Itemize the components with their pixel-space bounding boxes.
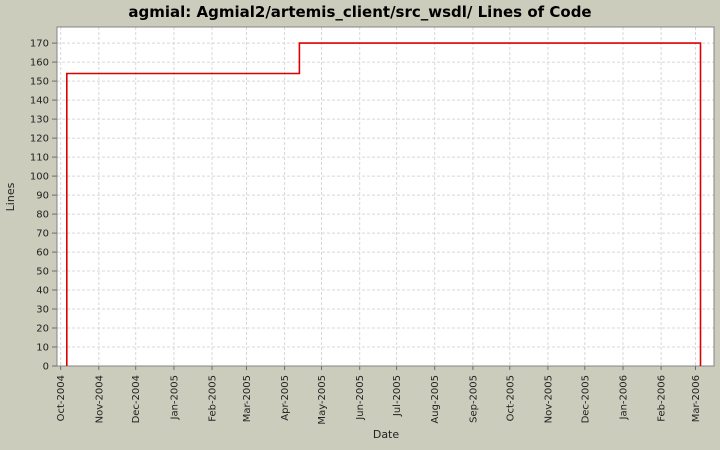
x-tick-label: Apr-2005 [280, 375, 291, 421]
x-tick-label: Aug-2005 [430, 375, 441, 424]
y-tick-label: 90 [36, 191, 49, 202]
plot-layer: 0 10 20 30 40 50 60 70 80 90 100 110 120 130 140 150 160… [30, 26, 715, 425]
series-line [66, 42, 702, 366]
y-axis-title: Lines [4, 182, 17, 211]
y-tick-label: 0 [43, 362, 49, 373]
x-tick-label: Jan-2006 [619, 375, 630, 420]
x-tick-label: Jul-2005 [392, 375, 403, 417]
x-tick-label: Feb-2005 [208, 375, 219, 422]
x-tick-label: Dec-2004 [131, 375, 142, 423]
plot-border [56, 26, 715, 367]
x-tick-label: May-2005 [317, 375, 328, 425]
tick-marks [52, 42, 696, 370]
x-tick-label: Oct-2004 [56, 375, 67, 421]
y-tick-label: 80 [36, 210, 49, 221]
x-tick-label: Feb-2006 [657, 375, 668, 422]
x-tick-label: Jun-2005 [355, 375, 366, 421]
y-tick-label: 40 [36, 286, 49, 297]
y-tick-label: 130 [30, 115, 49, 126]
y-tick-label: 70 [36, 229, 49, 240]
x-tick-label: Nov-2005 [543, 375, 554, 423]
y-tick-label: 110 [30, 153, 49, 164]
plot-area [57, 27, 714, 366]
y-tick-label: 50 [36, 267, 49, 278]
y-tick-label: 60 [36, 248, 49, 259]
y-tick-label: 160 [30, 58, 49, 69]
y-tick-label: 20 [36, 324, 49, 335]
chart-title: agmial: Agmial2/artemis_client/src_wsdl/… [128, 3, 592, 21]
x-tick-label: Nov-2004 [94, 375, 105, 423]
y-tick-label: 120 [30, 134, 49, 145]
x-tick-label: Mar-2005 [242, 375, 253, 422]
y-tick-label: 150 [30, 77, 49, 88]
y-tick-label: 30 [36, 305, 49, 316]
tick-labels: 0 10 20 30 40 50 60 70 80 90 100 110 120 130 140 150 160… [30, 39, 702, 425]
y-tick-label: 10 [36, 343, 49, 354]
y-tick-label: 100 [30, 172, 49, 183]
y-tick-label: 140 [30, 96, 49, 107]
x-axis-title: Date [373, 428, 400, 441]
x-tick-label: Dec-2005 [580, 375, 591, 423]
x-tick-label: Jan-2005 [169, 375, 180, 420]
x-tick-label: Mar-2006 [691, 375, 702, 422]
grid [57, 27, 714, 367]
y-tick-label: 170 [30, 39, 49, 50]
x-tick-label: Sep-2005 [468, 375, 479, 423]
x-tick-label: Oct-2005 [505, 375, 516, 421]
